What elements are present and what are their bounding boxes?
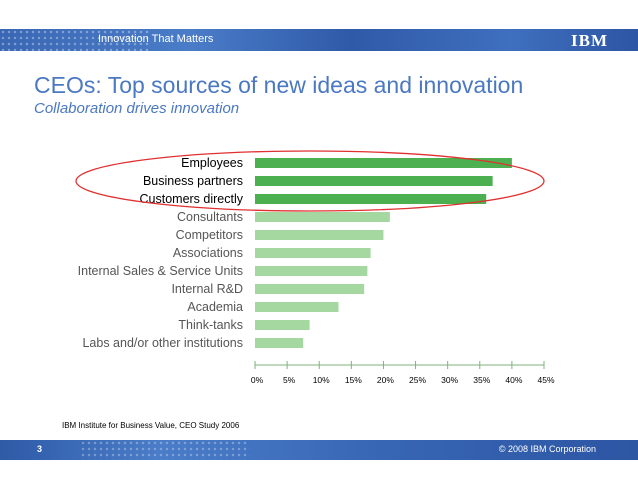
category-label-labs-and-or-other-institutions: Labs and/or other institutions bbox=[82, 336, 243, 350]
bar-internal-sales-service-units bbox=[255, 266, 368, 276]
category-label-academia: Academia bbox=[187, 300, 243, 314]
bar-business-partners bbox=[255, 176, 493, 186]
x-tick-label-1: 5% bbox=[283, 375, 296, 385]
bar-competitors bbox=[255, 230, 384, 240]
category-label-consultants: Consultants bbox=[177, 210, 243, 224]
slide-title: CEOs: Top sources of new ideas and innov… bbox=[34, 72, 524, 98]
x-tick-label-5: 25% bbox=[409, 375, 426, 385]
page-number: 3 bbox=[37, 444, 43, 454]
x-tick-label-6: 30% bbox=[441, 375, 458, 385]
bar-employees bbox=[255, 158, 512, 168]
category-label-associations: Associations bbox=[173, 246, 243, 260]
category-label-customers-directly: Customers directly bbox=[140, 192, 244, 206]
x-tick-label-9: 45% bbox=[537, 375, 554, 385]
x-tick-label-2: 10% bbox=[313, 375, 330, 385]
x-tick-label-4: 20% bbox=[377, 375, 394, 385]
category-label-business-partners: Business partners bbox=[143, 174, 243, 188]
bar-think-tanks bbox=[255, 320, 310, 330]
category-label-internal-sales-service-units: Internal Sales & Service Units bbox=[78, 264, 243, 278]
footer-dot-pattern bbox=[80, 440, 250, 460]
category-label-think-tanks: Think-tanks bbox=[178, 318, 243, 332]
header-tagline: Innovation That Matters bbox=[98, 33, 214, 45]
category-label-internal-r-d: Internal R&D bbox=[171, 282, 243, 296]
category-label-competitors: Competitors bbox=[176, 228, 243, 242]
bar-customers-directly bbox=[255, 194, 487, 204]
x-tick-label-7: 35% bbox=[473, 375, 490, 385]
x-tick-label-0: 0% bbox=[251, 375, 264, 385]
category-label-employees: Employees bbox=[181, 156, 243, 170]
ibm-logo: IBM bbox=[571, 31, 608, 50]
highlight-ellipse bbox=[75, 150, 545, 212]
bar-consultants bbox=[255, 212, 390, 222]
header-dot-pattern bbox=[0, 29, 150, 51]
footer-bar: 3 © 2008 IBM Corporation bbox=[0, 440, 638, 460]
copyright: © 2008 IBM Corporation bbox=[498, 444, 596, 454]
bar-academia bbox=[255, 302, 339, 312]
bar-associations bbox=[255, 248, 371, 258]
bar-internal-r-d bbox=[255, 284, 365, 294]
x-tick-label-8: 40% bbox=[505, 375, 522, 385]
x-tick-label-3: 15% bbox=[345, 375, 362, 385]
header-bar: Innovation That Matters IBM bbox=[0, 29, 638, 51]
source-note: IBM Institute for Business Value, CEO St… bbox=[62, 421, 240, 430]
bar-labs-and-or-other-institutions bbox=[255, 338, 304, 348]
slide-subtitle: Collaboration drives innovation bbox=[34, 100, 240, 117]
